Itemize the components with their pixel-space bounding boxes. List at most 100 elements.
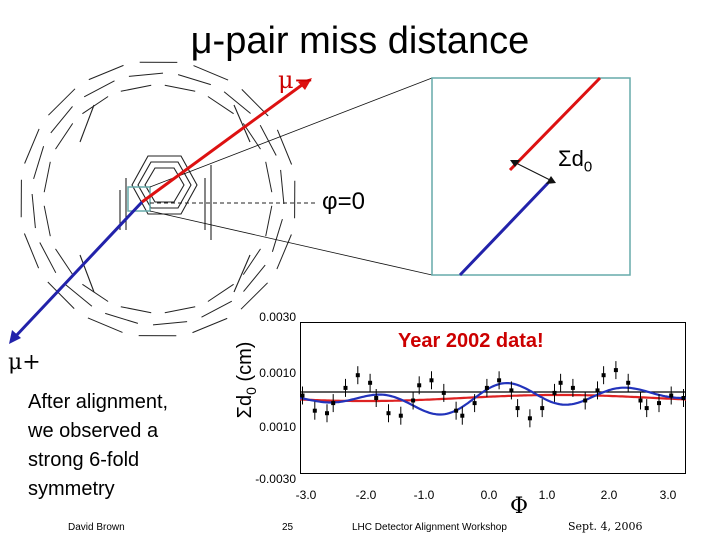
ring-segment <box>240 282 268 310</box>
data-point <box>484 385 489 390</box>
data-point <box>497 378 502 383</box>
note-line: After alignment, <box>28 391 169 413</box>
mu-minus-label: μ− <box>278 66 314 94</box>
data-point <box>325 411 329 416</box>
ring-segment <box>24 128 40 164</box>
ring-segment <box>87 317 123 333</box>
data-point <box>657 401 661 406</box>
mu-plus-label: μ+ <box>8 350 41 375</box>
ring-segment <box>33 146 45 180</box>
ring-segment <box>207 96 234 115</box>
data-point <box>613 368 618 373</box>
data-point <box>583 398 588 403</box>
data-point <box>343 385 348 390</box>
data-point <box>398 413 403 418</box>
zoom-line-bottom <box>149 210 433 276</box>
note-line: strong 6-fold <box>28 449 140 471</box>
outer-detector-ring <box>20 61 296 337</box>
ring-segment <box>88 64 124 81</box>
zoom-blue-track <box>458 181 550 277</box>
note-line: we observed a <box>28 420 159 442</box>
ring-segment <box>265 205 273 237</box>
ring-segment <box>276 234 292 270</box>
ring-segment <box>192 317 228 334</box>
data-point <box>570 385 575 390</box>
hexagon-inner <box>144 167 185 203</box>
ring-segment <box>242 248 261 275</box>
ring-segment <box>164 84 196 92</box>
data-point <box>441 390 446 395</box>
mu-minus-track <box>141 80 307 204</box>
x-tick-label: 0.0 <box>480 488 498 502</box>
data-point <box>368 380 373 385</box>
x-tick-label: -2.0 <box>355 488 377 502</box>
ring-segment <box>50 106 73 134</box>
data-point <box>355 373 360 378</box>
footer-date: Sept. 4, 2006 <box>568 520 643 533</box>
mu-plus-arrowhead <box>9 330 21 344</box>
data-point <box>331 401 336 406</box>
hexagon-middle <box>137 161 192 209</box>
ring-segment <box>280 169 285 205</box>
ring-segment <box>207 283 234 302</box>
sum-d0-label: Σd0 <box>558 146 593 176</box>
ring-segment <box>177 74 211 86</box>
ring-segment <box>55 123 74 150</box>
data-point <box>626 380 631 385</box>
ring-segment <box>271 218 283 252</box>
ring-segment <box>31 193 36 229</box>
inner-hexagon-layers <box>79 104 251 293</box>
ring-segment <box>43 205 51 237</box>
data-point <box>638 398 643 403</box>
data-point <box>460 413 465 418</box>
ring-segment <box>43 161 51 193</box>
data-point <box>509 388 514 393</box>
x-tick-label: -3.0 <box>295 488 317 502</box>
ring-segment <box>276 129 293 165</box>
data-point <box>527 416 532 421</box>
zoom-box <box>431 77 631 276</box>
x-tick-label: -1.0 <box>413 488 435 502</box>
ring-segment <box>83 80 115 98</box>
ring-segment <box>105 312 139 324</box>
data-point <box>595 388 600 393</box>
plot-frame <box>300 322 686 474</box>
y-tick-label: 0.0010 <box>259 420 296 434</box>
data-point <box>312 408 317 413</box>
ring-segment <box>193 65 229 81</box>
ring-segment <box>201 300 233 318</box>
ring-segment <box>243 264 266 292</box>
x-tick-label: 1.0 <box>538 488 556 502</box>
footer-author: David Brown <box>68 522 125 533</box>
zoom-line-top <box>149 77 433 188</box>
zoom-red-track <box>508 76 602 172</box>
data-point <box>300 393 305 398</box>
ring-segment <box>223 91 251 114</box>
mu-plus-track <box>12 200 144 340</box>
ring-segment <box>65 284 93 307</box>
ring-segment <box>242 123 261 150</box>
data-point <box>454 408 459 413</box>
data-point <box>374 396 379 400</box>
alignment-note: After alignment, we observed a strong 6-… <box>28 388 228 504</box>
data-point <box>540 406 545 411</box>
ring-segment <box>39 242 57 274</box>
ring-segment <box>128 72 164 77</box>
x-tick-label: 2.0 <box>600 488 618 502</box>
y-tick-label: 0.0010 <box>259 366 296 380</box>
data-point <box>644 406 649 411</box>
data-point <box>669 393 674 398</box>
blue-fit-curve <box>300 382 686 416</box>
ring-segment <box>23 233 40 269</box>
ring-segment <box>82 96 109 115</box>
ring-segment <box>55 248 74 275</box>
ring-segment <box>120 306 152 314</box>
y-tick-label: 0.0030 <box>259 310 296 324</box>
ring-segment <box>48 88 76 116</box>
x-tick-label: 3.0 <box>659 488 677 502</box>
d0-arrow <box>513 161 553 182</box>
data-point <box>552 390 557 395</box>
data-point <box>601 373 606 378</box>
data-point <box>472 401 477 406</box>
data-point <box>515 406 520 411</box>
